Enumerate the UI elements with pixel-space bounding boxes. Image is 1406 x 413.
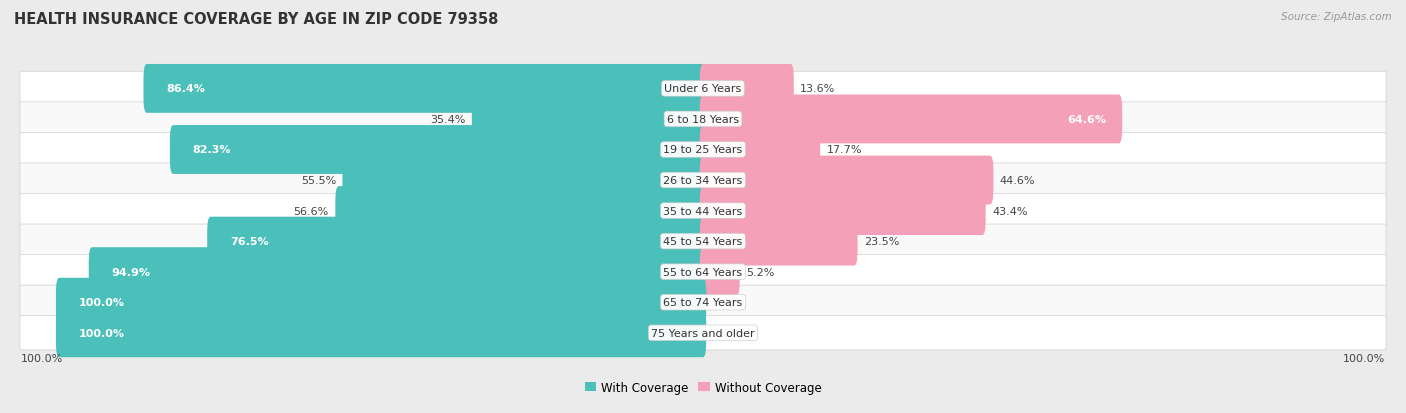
FancyBboxPatch shape: [56, 309, 706, 357]
FancyBboxPatch shape: [20, 102, 1386, 137]
Text: 45 to 54 Years: 45 to 54 Years: [664, 237, 742, 247]
FancyBboxPatch shape: [89, 248, 706, 297]
Text: 19 to 25 Years: 19 to 25 Years: [664, 145, 742, 155]
Text: 0.0%: 0.0%: [713, 328, 741, 338]
FancyBboxPatch shape: [700, 65, 794, 114]
Text: 64.6%: 64.6%: [1067, 115, 1107, 125]
Legend: With Coverage, Without Coverage: With Coverage, Without Coverage: [579, 376, 827, 399]
FancyBboxPatch shape: [700, 156, 994, 205]
Text: 94.9%: 94.9%: [111, 267, 150, 277]
FancyBboxPatch shape: [20, 164, 1386, 198]
Text: 44.6%: 44.6%: [1000, 176, 1035, 185]
FancyBboxPatch shape: [20, 133, 1386, 167]
Text: 100.0%: 100.0%: [79, 328, 125, 338]
Text: 5.2%: 5.2%: [747, 267, 775, 277]
FancyBboxPatch shape: [170, 126, 706, 175]
Text: 56.6%: 56.6%: [294, 206, 329, 216]
Text: Under 6 Years: Under 6 Years: [665, 84, 741, 94]
Text: 55 to 64 Years: 55 to 64 Years: [664, 267, 742, 277]
Text: 76.5%: 76.5%: [229, 237, 269, 247]
FancyBboxPatch shape: [143, 65, 706, 114]
Text: Source: ZipAtlas.com: Source: ZipAtlas.com: [1281, 12, 1392, 22]
Text: 0.0%: 0.0%: [713, 297, 741, 308]
Text: 100.0%: 100.0%: [21, 353, 63, 363]
Text: 82.3%: 82.3%: [193, 145, 231, 155]
Text: 86.4%: 86.4%: [166, 84, 205, 94]
Text: 6 to 18 Years: 6 to 18 Years: [666, 115, 740, 125]
Text: HEALTH INSURANCE COVERAGE BY AGE IN ZIP CODE 79358: HEALTH INSURANCE COVERAGE BY AGE IN ZIP …: [14, 12, 499, 27]
FancyBboxPatch shape: [20, 316, 1386, 350]
Text: 26 to 34 Years: 26 to 34 Years: [664, 176, 742, 185]
Text: 35 to 44 Years: 35 to 44 Years: [664, 206, 742, 216]
FancyBboxPatch shape: [343, 156, 706, 205]
FancyBboxPatch shape: [700, 217, 858, 266]
FancyBboxPatch shape: [20, 225, 1386, 259]
FancyBboxPatch shape: [20, 194, 1386, 228]
FancyBboxPatch shape: [472, 95, 706, 144]
FancyBboxPatch shape: [56, 278, 706, 327]
Text: 75 Years and older: 75 Years and older: [651, 328, 755, 338]
Text: 65 to 74 Years: 65 to 74 Years: [664, 297, 742, 308]
Text: 100.0%: 100.0%: [79, 297, 125, 308]
FancyBboxPatch shape: [20, 285, 1386, 320]
FancyBboxPatch shape: [700, 126, 820, 175]
Text: 35.4%: 35.4%: [430, 115, 465, 125]
FancyBboxPatch shape: [336, 187, 706, 235]
FancyBboxPatch shape: [700, 187, 986, 235]
FancyBboxPatch shape: [700, 95, 1122, 144]
FancyBboxPatch shape: [20, 72, 1386, 106]
Text: 23.5%: 23.5%: [863, 237, 900, 247]
Text: 17.7%: 17.7%: [827, 145, 862, 155]
Text: 43.4%: 43.4%: [993, 206, 1028, 216]
Text: 13.6%: 13.6%: [800, 84, 835, 94]
Text: 100.0%: 100.0%: [1343, 353, 1385, 363]
Text: 55.5%: 55.5%: [301, 176, 336, 185]
FancyBboxPatch shape: [20, 255, 1386, 289]
FancyBboxPatch shape: [700, 248, 740, 297]
FancyBboxPatch shape: [207, 217, 706, 266]
